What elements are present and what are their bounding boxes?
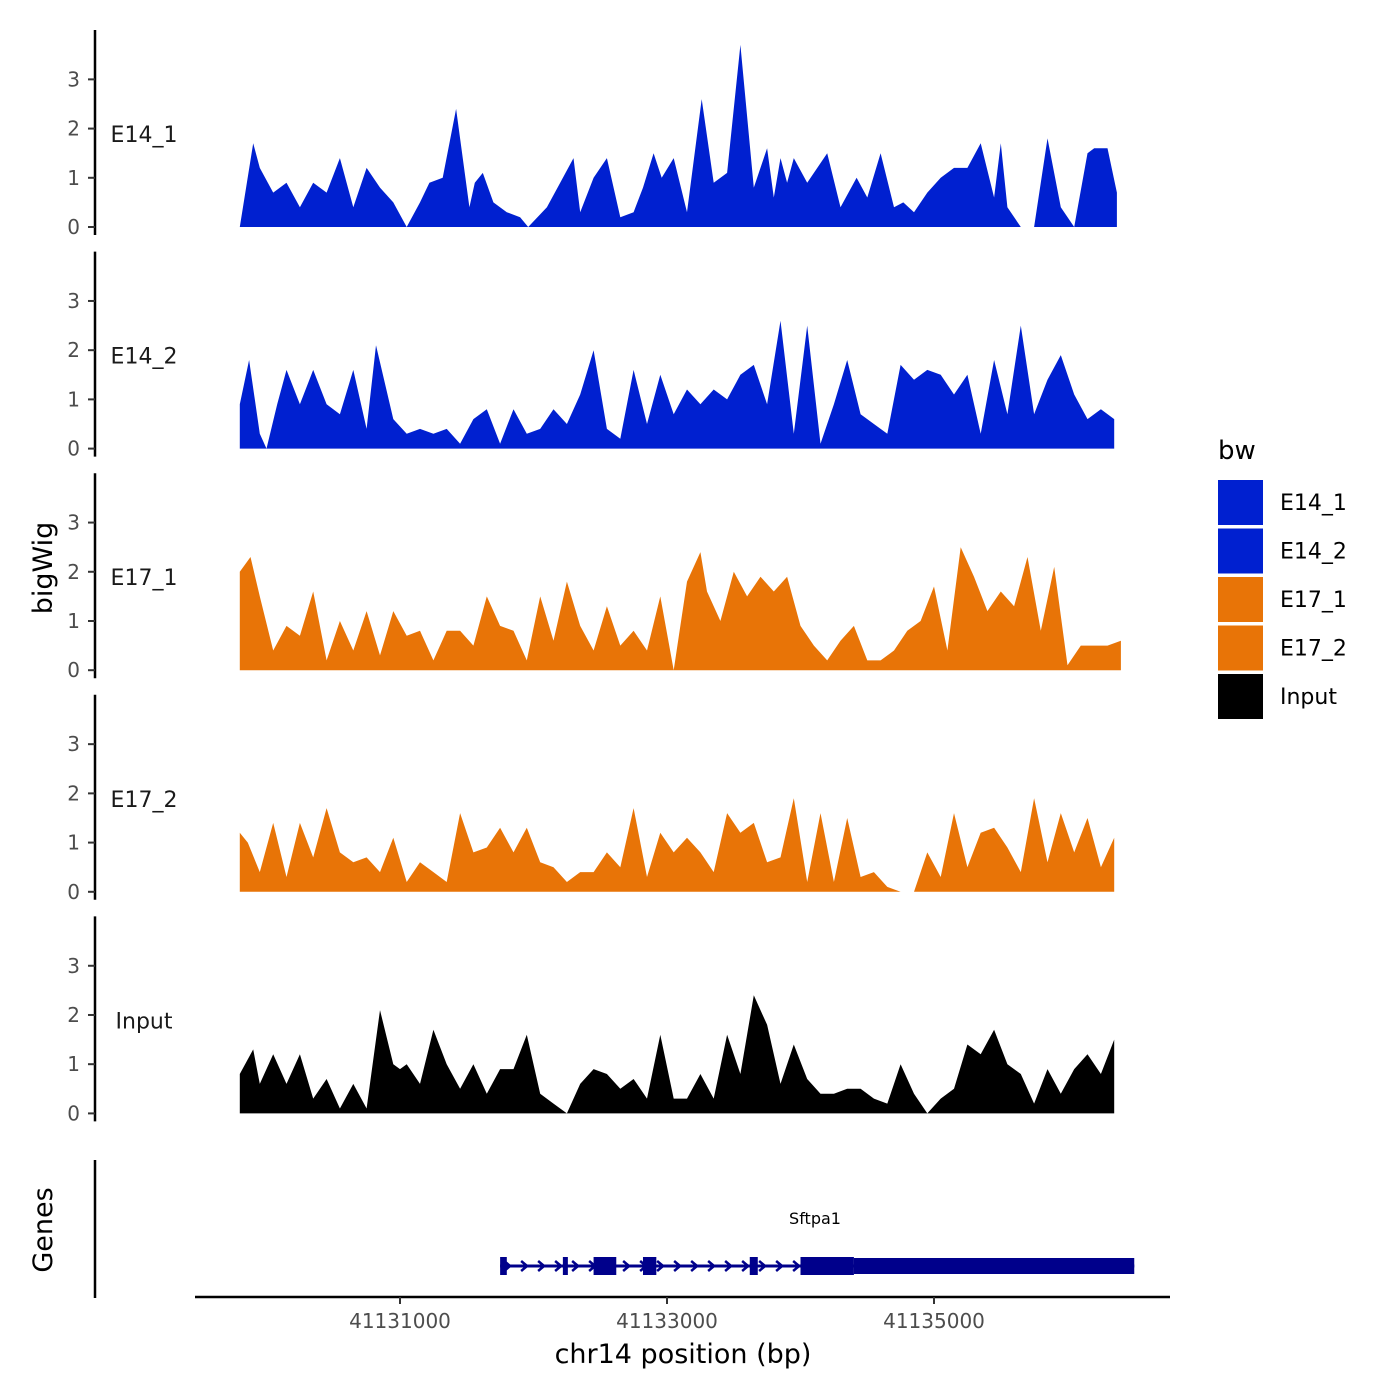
gene-exon <box>562 1257 568 1275</box>
gene-strand-arrow <box>673 1260 683 1272</box>
gene-strand-arrow <box>724 1260 734 1272</box>
legend-swatch-E14_2 <box>1218 528 1263 574</box>
gene-strand-arrow <box>741 1260 751 1272</box>
legend-label-E14_2: E14_2 <box>1280 540 1347 565</box>
gene-exon <box>853 1258 1135 1274</box>
track-area-E17_2 <box>239 798 1115 892</box>
gene-strand-arrow <box>554 1260 564 1272</box>
x-tick-label: 41135000 <box>883 1309 985 1333</box>
legend-label-E17_1: E17_1 <box>1280 588 1347 613</box>
track-area-E14_2 <box>239 320 1115 449</box>
gene-strand-arrow <box>656 1260 666 1272</box>
gene-strand-arrow <box>520 1260 530 1272</box>
y-tick-label: 0 <box>67 880 80 904</box>
track-area-E14_1 <box>239 44 1117 228</box>
y-tick-label: 0 <box>67 1101 80 1125</box>
legend-swatch-E17_1 <box>1218 577 1263 622</box>
gene-name-label: Sftpa1 <box>789 1209 841 1228</box>
track-E14_2: 0 1 2 3 E14_2 <box>67 251 1115 461</box>
track-area-Input <box>239 995 1115 1114</box>
legend: bw E14_1 E14_2 E17_1 E17_2 Input <box>1218 436 1347 719</box>
y-tick-label: 1 <box>67 831 80 855</box>
track-E14_1: 0 1 2 3 E14_1 <box>67 30 1117 239</box>
genes-axis-title: Genes <box>28 1187 59 1272</box>
track-label: E14_2 <box>111 345 178 370</box>
gene-strand-arrow <box>537 1260 547 1272</box>
track-Input: 0 1 2 3 Input <box>67 916 1115 1125</box>
y-tick-label: 2 <box>67 117 80 141</box>
y-tick-label: 2 <box>67 338 80 362</box>
track-E17_1: 0 1 2 3 E17_1 <box>67 473 1121 682</box>
legend-label-E14_1: E14_1 <box>1280 491 1347 516</box>
legend-swatch-E17_2 <box>1218 625 1263 671</box>
tracks-layer: 0 1 2 3 E14_1 0 1 2 3 E14_2 0 1 2 3 E17_1 0 1 2 3 E17_2 0 1 2 3… <box>67 30 1121 1125</box>
legend-title: bw <box>1218 436 1256 466</box>
y-tick-label: 2 <box>67 1003 80 1027</box>
y-tick-label: 0 <box>67 437 80 461</box>
gene-strand-arrow <box>622 1260 632 1272</box>
y-tick-label: 3 <box>67 67 80 91</box>
legend-label-E17_2: E17_2 <box>1280 637 1347 662</box>
y-tick-label: 0 <box>67 658 80 682</box>
gene-track: Sftpa1 <box>93 1160 1135 1298</box>
x-tick-label: 41131000 <box>349 1309 451 1333</box>
gene-exon <box>749 1257 758 1275</box>
y-tick-label: 3 <box>67 732 80 756</box>
x-tick-label: 41133000 <box>616 1309 718 1333</box>
y-tick-label: 2 <box>67 781 80 805</box>
legend-swatch-Input <box>1218 674 1263 719</box>
y-tick-label: 1 <box>67 387 80 411</box>
track-area-E17_1 <box>239 547 1121 671</box>
gene-exon <box>642 1257 657 1275</box>
y-tick-label: 2 <box>67 560 80 584</box>
gene-strand-arrow <box>792 1260 802 1272</box>
gene-exon <box>800 1257 854 1275</box>
track-label: E14_1 <box>111 123 178 148</box>
legend-label-Input: Input <box>1280 685 1337 710</box>
gene-exon <box>500 1257 507 1275</box>
gene-strand-arrow <box>690 1260 700 1272</box>
y-tick-label: 3 <box>67 954 80 978</box>
y-tick-label: 3 <box>67 511 80 535</box>
y-tick-label: 0 <box>67 215 80 239</box>
track-E17_2: 0 1 2 3 E17_2 <box>67 694 1115 904</box>
y-tick-label: 1 <box>67 1052 80 1076</box>
track-label: Input <box>116 1009 173 1034</box>
x-axis: 41131000 41133000 41135000 <box>195 1295 1170 1333</box>
gene-exon <box>593 1257 617 1275</box>
x-axis-title: chr14 position (bp) <box>555 1339 812 1370</box>
legend-swatch-E14_1 <box>1218 480 1263 525</box>
y-tick-label: 3 <box>67 289 80 313</box>
y-tick-label: 1 <box>67 166 80 190</box>
gene-strand-arrow <box>707 1260 717 1272</box>
gene-strand-arrow <box>758 1260 768 1272</box>
track-label: E17_1 <box>111 566 178 591</box>
track-label: E17_2 <box>111 788 178 813</box>
gene-strand-arrow <box>571 1260 581 1272</box>
gene-strand-arrow <box>775 1260 785 1272</box>
y-axis-title: bigWig <box>28 522 59 615</box>
y-tick-label: 1 <box>67 609 80 633</box>
